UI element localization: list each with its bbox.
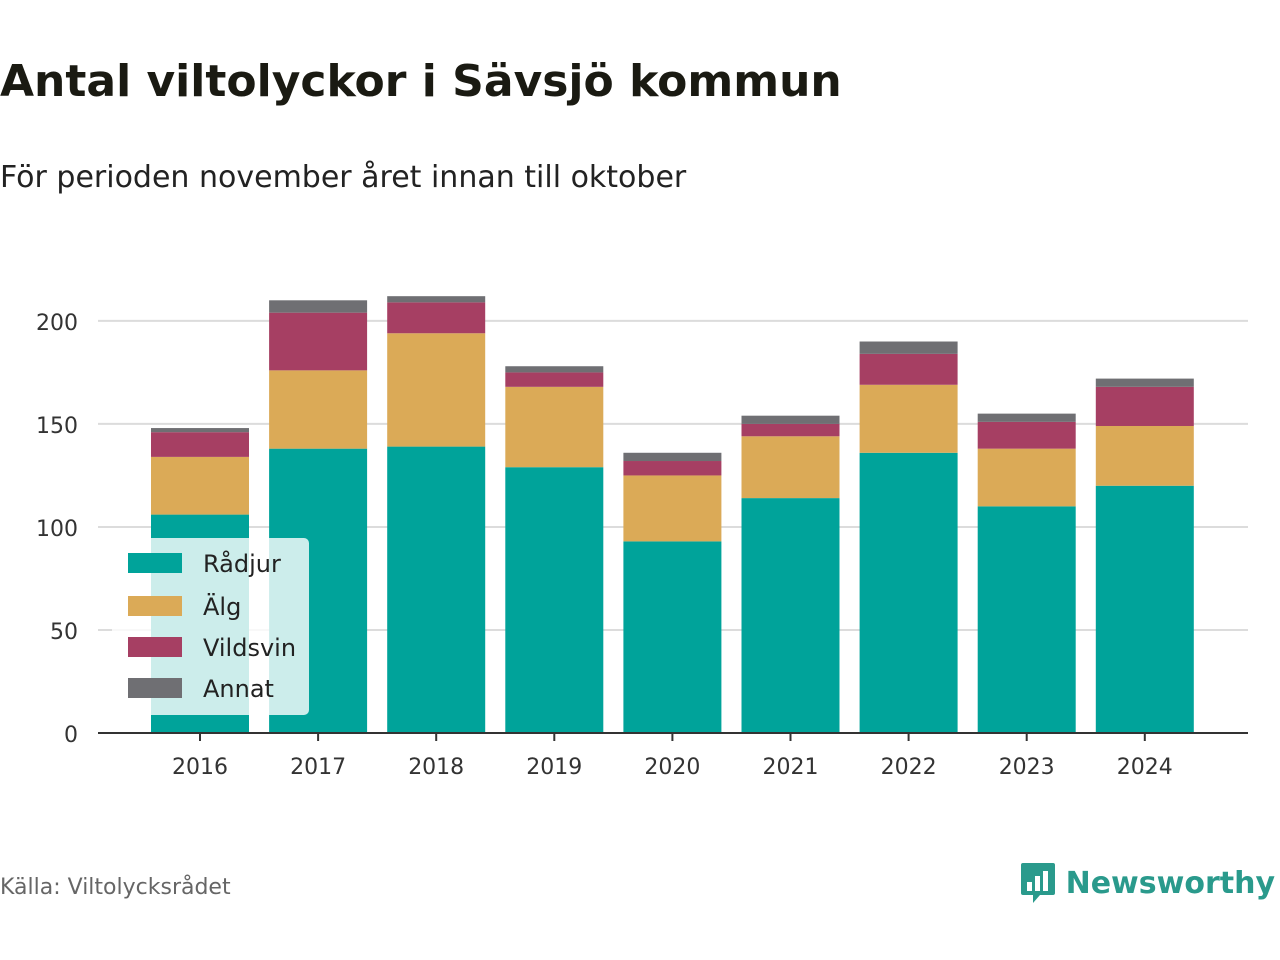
bar-segment-älg [1095,425,1194,486]
bar-segment-älg [269,370,368,449]
bar-segment-rådjur [1095,485,1194,733]
legend-label: Älg [203,592,241,621]
source-note: Källa: Viltolycksrådet [0,875,231,900]
legend-label: Annat [203,675,274,703]
bar-segment-annat [505,366,604,373]
bar-segment-annat [151,428,249,433]
bar-segment-annat [859,341,958,354]
bar-segment-älg [977,448,1076,507]
x-tick-label: 2020 [644,755,700,780]
x-tick-label: 2018 [408,755,464,780]
bar-segment-rådjur [387,446,486,733]
y-tick-label: 0 [64,723,78,748]
bar-chart-speech-icon [1020,863,1055,903]
brand-logo: Newsworthy [1020,862,1275,904]
bar-segment-älg [741,436,840,499]
bar-segment-älg [623,475,722,542]
bar-segment-vildsvin [387,302,486,334]
bar-segment-annat [623,452,722,462]
bar-segment-älg [387,333,486,447]
bar-segment-älg [859,384,958,453]
x-tick-label: 2022 [881,755,937,780]
axes: 0 50 100 150 200 2016 2017 2018 2019 2020 2021 2022… [36,311,1248,780]
bar-segment-rådjur [977,506,1076,733]
y-tick-label: 50 [50,620,78,645]
legend-label: Rådjur [203,549,281,578]
x-tick-label: 2017 [290,755,346,780]
bar-segment-vildsvin [741,423,840,437]
x-tick-label: 2024 [1117,755,1173,780]
legend-swatch-älg [128,596,182,616]
bar-segment-rådjur [623,541,722,733]
brand-name: Newsworthy [1065,865,1275,901]
y-tick-label: 100 [36,517,78,542]
bar-segment-annat [269,300,368,313]
bar-segment-vildsvin [623,461,722,476]
bar-segment-älg [151,456,249,515]
bar-segment-vildsvin [977,421,1076,449]
legend-swatch-rådjur [128,553,182,573]
legend-swatch-annat [128,678,182,698]
bar-segment-vildsvin [1095,386,1194,426]
x-tick-label: 2021 [763,755,819,780]
bar-segment-älg [505,386,604,468]
bar-segment-vildsvin [859,353,958,385]
legend: Rådjur Älg Vildsvin Annat [112,538,309,715]
bar-segment-vildsvin [505,372,604,387]
bar-segment-annat [1095,378,1194,387]
y-tick-label: 150 [36,414,78,439]
bar-segment-rådjur [741,498,840,733]
bar-segment-annat [387,296,486,303]
legend-box [112,538,309,715]
chart-subtitle: För perioden november året innan till ok… [0,160,687,195]
legend-swatch-vildsvin [128,637,182,657]
bar-segment-annat [977,413,1076,422]
x-tick-label: 2023 [999,755,1055,780]
x-tick-label: 2019 [526,755,582,780]
bar-segment-rådjur [859,452,958,733]
bar-segment-rådjur [505,467,604,733]
chart-title: Antal viltolyckor i Sävsjö kommun [0,56,842,107]
y-tick-label: 200 [36,311,78,336]
bar-segment-annat [741,415,840,424]
bar-segment-vildsvin [269,312,368,371]
legend-label: Vildsvin [203,634,296,662]
x-tick-label: 2016 [172,755,228,780]
bar-segment-vildsvin [151,432,249,457]
